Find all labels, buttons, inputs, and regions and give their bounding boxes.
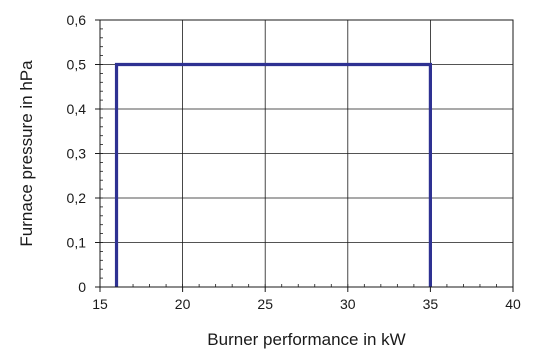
x-tick-label: 20 xyxy=(175,296,191,312)
y-tick-label: 0,1 xyxy=(67,235,87,251)
grid xyxy=(99,19,514,288)
y-tick-label: 0,5 xyxy=(67,57,87,73)
y-tick-label: 0 xyxy=(78,279,86,295)
y-axis: 0 0,1 0,2 0,3 0,4 0,5 0,6 xyxy=(67,12,103,295)
y-axis-label: Furnace pressure in hPa xyxy=(17,60,36,247)
x-tick-label: 15 xyxy=(92,296,108,312)
y-tick-label: 0,4 xyxy=(67,101,87,117)
y-tick-label: 0,6 xyxy=(67,12,87,28)
x-tick-label: 40 xyxy=(505,296,521,312)
x-tick-label: 25 xyxy=(257,296,273,312)
x-tick-label: 30 xyxy=(340,296,356,312)
x-axis-label: Burner performance in kW xyxy=(207,330,405,349)
y-tick-label: 0,2 xyxy=(67,190,87,206)
series-group xyxy=(114,62,432,287)
series-line xyxy=(114,62,432,287)
x-tick-label: 35 xyxy=(423,296,439,312)
plot-frame xyxy=(99,19,514,288)
y-tick-label: 0,3 xyxy=(67,146,87,162)
x-axis: 15 20 25 30 35 40 xyxy=(92,284,521,312)
